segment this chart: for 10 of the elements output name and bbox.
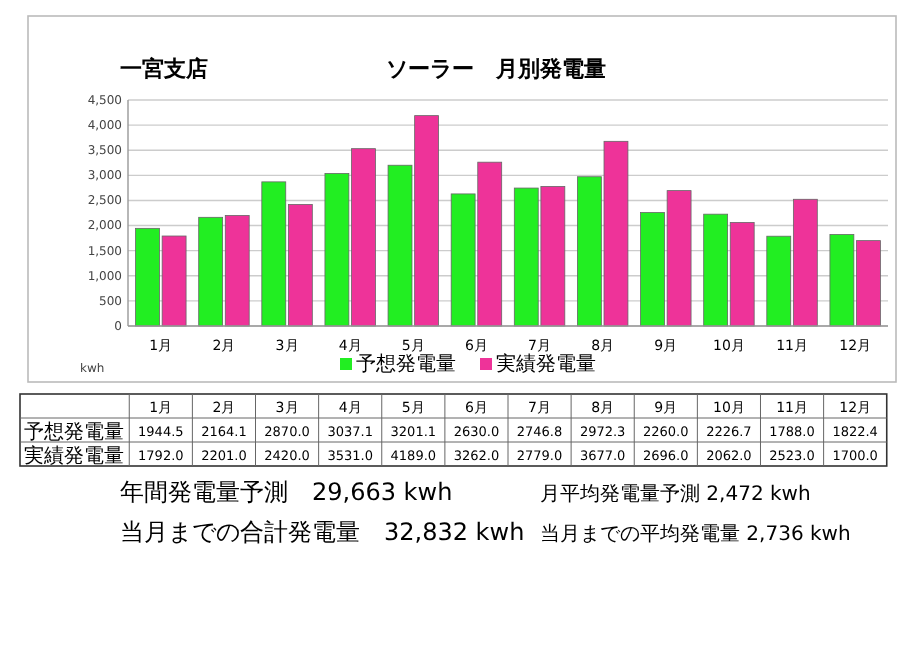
text: 当月までの平均発電量 2,736 kwh [540, 522, 851, 546]
chart-subtitle: 一宮支店 [120, 56, 208, 82]
text: 当月までの合計発電量 32,832 kwh [120, 518, 525, 546]
chart-title: ソーラー 月別発電量 [386, 56, 606, 82]
legend-label: 予想発電量 [356, 352, 456, 376]
text: 実績発電量 [24, 446, 124, 468]
text: 予想発電量 [24, 422, 124, 444]
text: 年間発電量予測 29,663 kwh [120, 478, 453, 506]
text: 月平均発電量予測 2,472 kwh [540, 482, 811, 506]
legend-label: 実績発電量 [496, 352, 596, 376]
